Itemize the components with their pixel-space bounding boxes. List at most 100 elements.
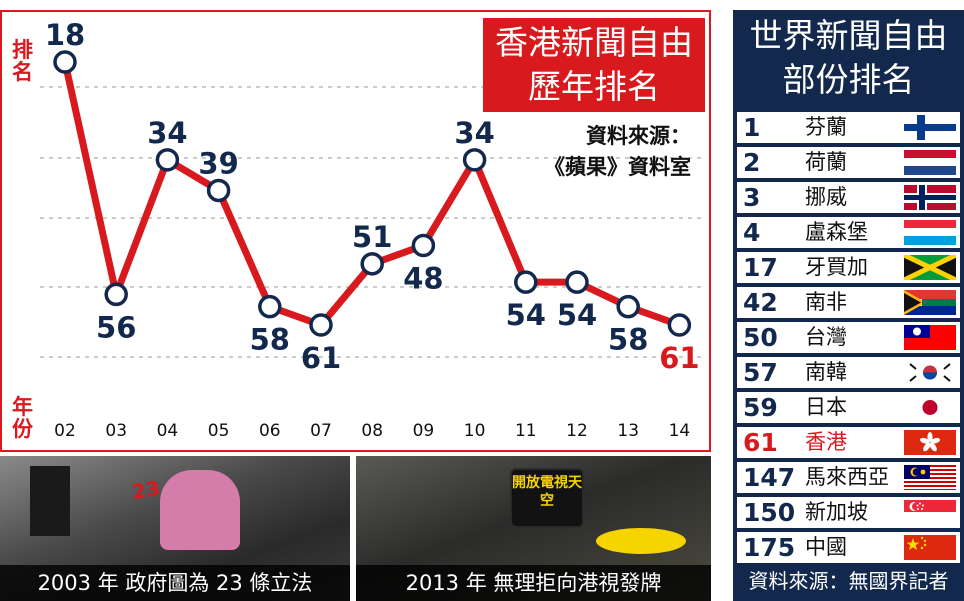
data-point-05 <box>206 178 231 203</box>
country-name: 南韓 <box>805 360 847 384</box>
ranking-source: 資料來源：無國界記者 <box>748 569 949 593</box>
ranking-title-line-1: 世界新聞自由 <box>749 16 948 55</box>
hong-kong-flag-icon <box>904 430 956 455</box>
south-africa-flag-icon <box>904 290 956 315</box>
malaysia-flag-icon <box>904 465 956 490</box>
ranking-row-japan: 59 日本 <box>737 392 960 423</box>
japan-flag-icon <box>904 395 956 420</box>
chart-source-line-2: 《蘋果》資料室 <box>544 154 691 179</box>
data-label-07: 61 <box>301 341 341 375</box>
data-label-05: 39 <box>198 146 238 180</box>
x-tick-label-13: 13 <box>617 421 639 441</box>
finland-flag-icon <box>904 115 956 140</box>
x-tick-label-04: 04 <box>157 421 179 441</box>
x-tick-label-02: 02 <box>54 421 76 441</box>
country-name: 日本 <box>805 395 847 419</box>
country-name: 挪威 <box>805 185 847 209</box>
country-name: 馬來西亞 <box>805 465 889 489</box>
chart-title: 香港新聞自由 歷年排名 <box>483 18 705 112</box>
data-point-03 <box>104 282 128 307</box>
data-label-03: 56 <box>96 310 136 344</box>
data-point-06 <box>258 294 282 319</box>
rank-number: 50 <box>743 323 778 352</box>
banner-overlay-text: 23 <box>130 475 162 505</box>
rank-number: 61 <box>743 428 778 457</box>
ranking-row-malaysia: 147 馬來西亞 <box>737 462 960 493</box>
rank-number: 147 <box>743 463 796 492</box>
data-label-09: 48 <box>403 261 443 295</box>
china-flag-icon <box>904 535 956 560</box>
y-axis-unit-label: 排名 <box>12 37 33 84</box>
rank-number: 1 <box>743 113 761 142</box>
singapore-flag-icon <box>904 500 956 525</box>
x-tick-label-09: 09 <box>413 421 435 441</box>
data-point-09 <box>411 233 436 258</box>
ranking-row-norway: 3 挪威 <box>737 182 960 213</box>
protest-sign: 開放電視天空 <box>510 468 584 528</box>
norway-flag-icon <box>904 185 956 210</box>
yellow-sign <box>596 528 686 554</box>
ranking-title-line-2: 部份排名 <box>782 60 915 99</box>
x-tick-label-06: 06 <box>259 421 281 441</box>
country-name: 荷蘭 <box>805 150 847 174</box>
x-tick-label-10: 10 <box>464 421 486 441</box>
netherlands-flag-icon <box>904 150 956 175</box>
country-name: 中國 <box>805 535 847 559</box>
data-point-08 <box>360 252 384 276</box>
data-point-04 <box>155 148 180 172</box>
x-tick-label-08: 08 <box>361 421 383 441</box>
country-name: 南非 <box>805 290 847 314</box>
data-label-14: 61 <box>659 341 699 375</box>
photo-caption-2013: 2013 年 無理拒向港視發牌 <box>356 565 711 601</box>
rank-number: 3 <box>743 183 761 212</box>
x-tick-label-07: 07 <box>310 421 332 441</box>
protest-banner <box>30 466 70 536</box>
rank-number: 150 <box>743 498 796 527</box>
taiwan-flag-icon <box>904 325 956 350</box>
data-label-08: 51 <box>352 220 392 254</box>
rank-line-chart: 18 56 34 39 58 61 51 48 34 54 54 58 61 02 03 04 05 06 07 08… <box>40 18 702 441</box>
ranking-row-china: 175 中國 <box>737 532 960 563</box>
x-axis-unit-label: 年份 <box>12 394 33 441</box>
data-point-13 <box>616 294 640 319</box>
ranking-row-singapore: 150 新加坡 <box>737 497 960 528</box>
x-tick-label-03: 03 <box>105 421 127 441</box>
data-point-10 <box>462 148 487 172</box>
jamaica-flag-icon <box>904 255 956 280</box>
chart-panel: 18 56 34 39 58 61 51 48 34 54 54 58 61 02 03 04 05 06 07 08… <box>0 10 711 452</box>
south-korea-flag-icon <box>904 360 956 385</box>
data-label-13: 58 <box>608 323 648 357</box>
data-point-11 <box>514 270 538 294</box>
data-point-02 <box>53 50 77 74</box>
chart-source: 資料來源： 《蘋果》資料室 <box>544 120 691 182</box>
ranking-row-finland: 1 芬蘭 <box>737 112 960 143</box>
country-name: 新加坡 <box>805 500 868 524</box>
chart-title-line-2: 歷年排名 <box>528 67 660 106</box>
x-tick-label-05: 05 <box>208 421 230 441</box>
world-ranking-panel: 世界新聞自由 部份排名 1 芬蘭 2 荷蘭 3 挪威 4 盧森堡 17 牙買加 42 南非 50 台灣 57… <box>733 10 964 601</box>
data-label-10: 34 <box>454 116 494 150</box>
rank-number: 175 <box>743 533 796 562</box>
rank-number: 42 <box>743 288 778 317</box>
x-tick-label-14: 14 <box>669 421 691 441</box>
ranking-row-luxembourg: 4 盧森堡 <box>737 217 960 248</box>
country-name: 香港 <box>805 430 847 454</box>
data-label-04: 34 <box>147 116 187 150</box>
ranking-row-south-africa: 42 南非 <box>737 287 960 318</box>
ranking-row-hong-kong: 61 香港 <box>737 427 960 458</box>
data-label-11: 54 <box>506 298 546 332</box>
ranking-row-taiwan: 50 台灣 <box>737 322 960 353</box>
photo-caption-2003: 2003 年 政府圖為 23 條立法 <box>0 565 350 601</box>
puppet-figure <box>160 470 240 550</box>
ranking-row-jamaica: 17 牙買加 <box>737 252 960 283</box>
data-point-14 <box>667 313 692 337</box>
ranking-row-netherlands: 2 荷蘭 <box>737 147 960 178</box>
rank-number: 17 <box>743 253 778 282</box>
rank-number: 2 <box>743 148 761 177</box>
chart-title-line-1: 香港新聞自由 <box>495 23 693 62</box>
country-name: 牙買加 <box>805 255 868 279</box>
data-label-06: 58 <box>250 323 290 357</box>
chart-source-line-1: 資料來源： <box>586 123 691 148</box>
ranking-title: 世界新聞自由 部份排名 <box>733 10 964 106</box>
data-point-07 <box>309 313 333 337</box>
